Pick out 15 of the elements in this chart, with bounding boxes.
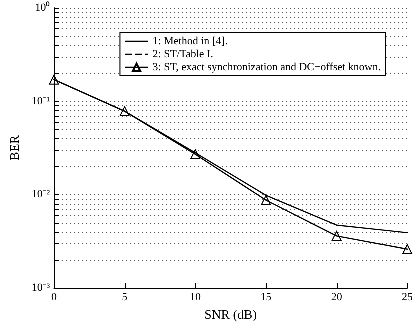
- x-tick-label: 20: [331, 292, 343, 304]
- x-tick-label: 25: [402, 292, 414, 304]
- x-tick-label: 15: [260, 292, 272, 304]
- y-tick-label: 10⁻²: [32, 188, 51, 201]
- y-tick-label: 10⁻¹: [32, 95, 50, 108]
- x-tick-label: 5: [122, 292, 128, 304]
- legend-label: 3: ST, exact synchronization and DC−offset known.: [152, 62, 382, 74]
- x-tick-label: 10: [190, 292, 202, 304]
- x-axis-title: SNR (dB): [204, 307, 258, 322]
- y-tick-label: 10⁻³: [32, 282, 51, 294]
- legend-label: 2: ST/Table I.: [152, 48, 214, 60]
- y-axis-title: BER: [7, 135, 22, 161]
- y-tick-label: 10⁰: [35, 1, 50, 14]
- x-tick-label: 0: [51, 292, 58, 304]
- legend-label: 1: Method in [4].: [152, 36, 228, 48]
